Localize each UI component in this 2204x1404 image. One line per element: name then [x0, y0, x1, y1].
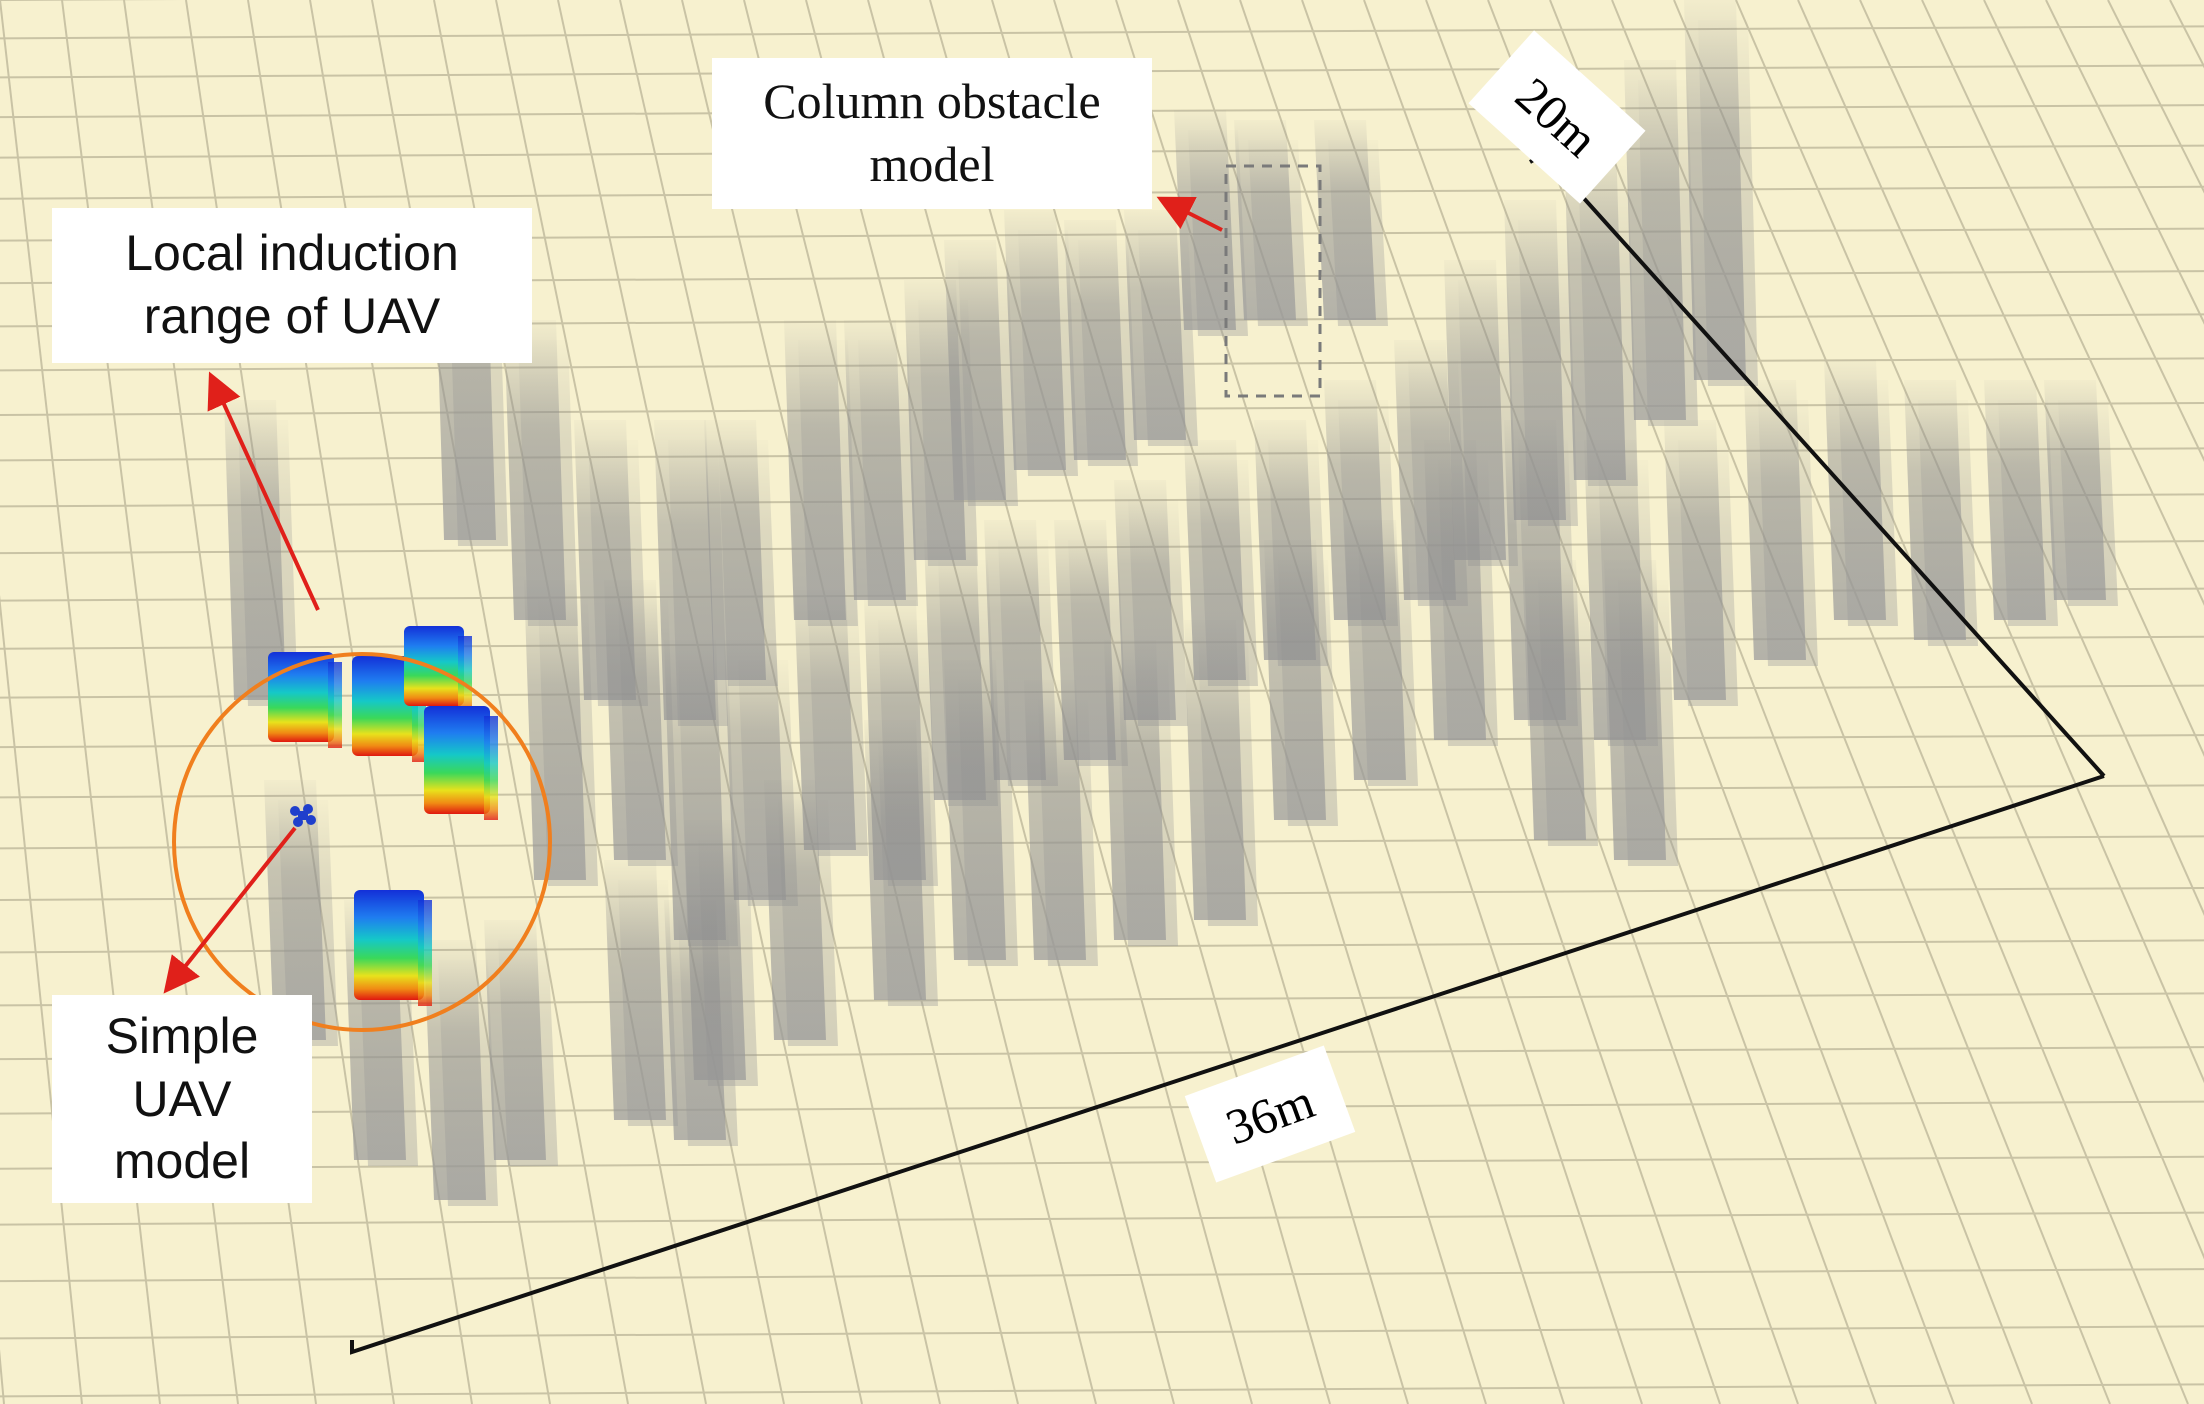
arrow-to-range: [207, 371, 320, 611]
sensed-obstacle-side: [484, 716, 498, 820]
callout-line: model: [113, 1133, 251, 1189]
sensed-obstacle: [354, 890, 424, 1000]
obstacle-column-shade: [498, 940, 558, 1166]
quadcopter-icon: [290, 804, 316, 827]
grid-line: [0, 1211, 2204, 1226]
obstacle-column-shade: [1188, 130, 1248, 336]
obstacle-column-shade: [1678, 440, 1738, 706]
grid-line: [0, 1268, 2204, 1283]
grid-line: [0, 1155, 2204, 1170]
grid-line: [1921, 0, 2204, 606]
sensed-obstacle: [352, 656, 418, 756]
grid-line: [1983, 0, 2204, 462]
obstacle-column-shade: [1758, 400, 1818, 666]
grid-line: [0, 784, 2204, 799]
callout-local-range: Local induction range of UAV: [52, 208, 532, 363]
callout-simple-uav: Simple UAV model: [52, 995, 312, 1203]
obstacle-column-shade: [618, 600, 678, 866]
grid-line: [0, 25, 2204, 40]
grid-line: [1859, 0, 2204, 758]
obstacle-column-shade: [1018, 230, 1078, 476]
arrow-to-uav: [163, 826, 297, 994]
obstacle-column-shade: [1358, 540, 1418, 786]
obstacle-column-shade: [1618, 580, 1678, 866]
grid-line: [1673, 0, 2204, 1260]
arrow-to-column: [1156, 196, 1223, 232]
callout-line: UAV: [132, 1070, 232, 1127]
obstacle-column-shade: [1998, 400, 2058, 626]
obstacle-column-shade: [1038, 700, 1098, 966]
obstacle-column-shade: [2058, 400, 2118, 606]
sensed-obstacles: [268, 626, 498, 1006]
callout-line: Local induction: [125, 225, 459, 281]
obstacle-column-shade: [538, 600, 598, 886]
obstacle-column-shade: [618, 880, 678, 1126]
obstacle-column-shade: [278, 800, 338, 1046]
grid-line: [0, 835, 2204, 850]
obstacle-column-shade: [798, 340, 858, 626]
grid-line: [0, 1325, 2204, 1340]
obstacle-column-shade: [718, 440, 778, 686]
sensed-obstacle-side: [458, 636, 472, 712]
obstacle-column-shade: [1438, 460, 1498, 746]
obstacle-column-shade: [1918, 400, 1978, 646]
obstacle-column-shade: [958, 260, 1018, 506]
obstacle-columns: [224, 0, 2118, 1206]
dimension-text: 36m: [1218, 1072, 1322, 1156]
sensed-obstacle-side: [328, 662, 342, 748]
obstacle-column-shade: [238, 420, 298, 706]
grid-line: [1797, 0, 2204, 916]
obstacle-column-shade: [958, 680, 1018, 966]
grid-line: [0, 1383, 2204, 1398]
obstacle-column-shade: [438, 960, 498, 1206]
boundary-36m-line: [350, 774, 2105, 1355]
obstacle-column-shade: [1078, 240, 1138, 466]
sensed-obstacle-side: [418, 900, 432, 1006]
obstacle-column-shade: [1248, 140, 1308, 326]
callout-column-obstacle: Column obstacle model: [712, 58, 1152, 209]
obstacle-column-shade: [678, 920, 738, 1146]
sensed-obstacle: [268, 652, 334, 742]
callout-line: model: [869, 135, 995, 192]
obstacle-column-shade: [1638, 80, 1698, 426]
obstacle-column-shade: [1198, 640, 1258, 926]
obstacle-column-shade: [1538, 580, 1598, 846]
obstacle-column-shade: [1118, 660, 1178, 946]
sensed-obstacle: [424, 706, 490, 814]
callout-line: Simple: [105, 1008, 259, 1064]
obstacle-column-shade: [1838, 380, 1898, 626]
obstacle-column-shade: [858, 340, 918, 606]
sensed-obstacle: [404, 626, 464, 706]
obstacle-column-shade: [808, 610, 868, 856]
obstacle-column-shade: [518, 340, 578, 626]
obstacle-column-shade: [1698, 20, 1758, 386]
grid-line: [2045, 0, 2204, 325]
obstacle-column-shade: [778, 800, 838, 1046]
obstacle-column-shade: [1278, 560, 1338, 826]
callout-line: range of UAV: [143, 287, 441, 344]
uav-sensing-range-circle: [172, 652, 552, 1032]
callout-line: Column obstacle: [763, 73, 1101, 129]
obstacle-column-shade: [878, 740, 938, 1006]
obstacle-column-shade: [1328, 140, 1388, 326]
